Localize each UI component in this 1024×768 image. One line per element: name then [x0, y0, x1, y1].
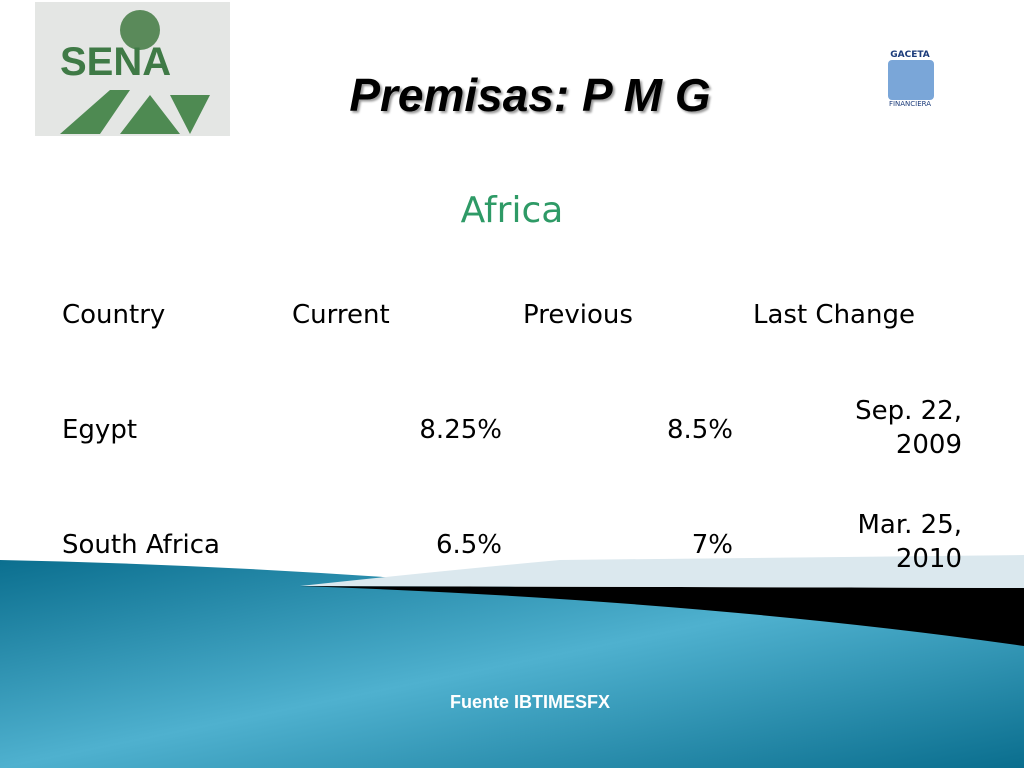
column-header: Previous: [523, 300, 633, 330]
slide-title: Premisas: P M G: [349, 69, 711, 121]
table-cell: 6.5%: [435, 530, 502, 560]
table-cell: 8.25%: [419, 415, 502, 445]
logo-figure: [60, 90, 210, 134]
table-cell: Mar. 25, 2010: [857, 510, 962, 574]
table-cell: 7%: [691, 530, 733, 560]
wave-blue: [0, 560, 1024, 768]
column-header: Last Change: [753, 300, 915, 330]
logo-right-top: GACETA: [890, 50, 930, 60]
subtitle: Africa: [460, 190, 564, 231]
table-cell: Egypt: [62, 415, 138, 445]
logo-head: [120, 10, 160, 50]
table-cell: South Africa: [62, 530, 220, 560]
source-note: Fuente IBTIMESFX: [449, 692, 610, 712]
column-header: Current: [292, 300, 390, 330]
table-cell: 8.5%: [666, 415, 733, 445]
column-header: Country: [62, 300, 166, 330]
logo-right-bottom: FINANCIERA: [888, 100, 932, 108]
wave-light: [300, 555, 1024, 588]
wave-black: [300, 586, 1024, 646]
gaceta-icon: [888, 60, 934, 100]
logo-left-text: SENA: [60, 40, 172, 84]
table-cell: Sep. 22, 2009: [855, 396, 962, 460]
